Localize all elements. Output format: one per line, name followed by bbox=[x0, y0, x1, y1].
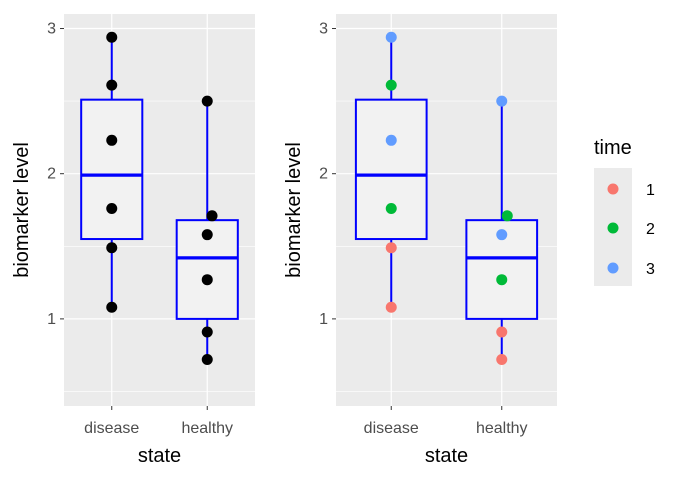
y-tick-label: 2 bbox=[319, 166, 328, 183]
legend-key-2 bbox=[607, 222, 619, 234]
data-point bbox=[201, 274, 213, 286]
boxplot-disease bbox=[80, 37, 144, 308]
data-point bbox=[385, 301, 397, 313]
y-tick-label: 1 bbox=[319, 311, 328, 328]
chart-panel-right: 1 2 3 disease healthy state biomarker level bbox=[283, 14, 557, 467]
data-point bbox=[496, 274, 508, 286]
data-point bbox=[496, 354, 508, 366]
y-tick-label: 3 bbox=[319, 21, 328, 38]
data-point bbox=[106, 203, 118, 215]
x-tick-label: disease bbox=[364, 420, 419, 437]
data-point bbox=[201, 229, 213, 241]
legend-label-1: 1 bbox=[646, 182, 655, 199]
y-axis-title: biomarker level bbox=[11, 142, 33, 278]
data-point bbox=[201, 95, 213, 107]
data-point bbox=[106, 134, 118, 146]
y-tick-label: 2 bbox=[47, 166, 56, 183]
legend-key-1 bbox=[607, 183, 619, 195]
y-tick-label: 1 bbox=[47, 311, 56, 328]
data-point bbox=[385, 203, 397, 215]
box-iqr bbox=[354, 98, 428, 241]
legend-label-3: 3 bbox=[646, 261, 655, 278]
data-point bbox=[496, 95, 508, 107]
y-tick-label: 3 bbox=[47, 21, 56, 38]
x-tick-label: healthy bbox=[181, 420, 233, 437]
data-point bbox=[496, 326, 508, 338]
y-axis-title: biomarker level bbox=[283, 142, 305, 278]
data-point bbox=[106, 79, 118, 91]
data-point bbox=[496, 229, 508, 241]
data-point bbox=[501, 210, 513, 222]
legend-key-3 bbox=[607, 262, 619, 274]
data-point bbox=[385, 79, 397, 91]
data-point bbox=[385, 134, 397, 146]
data-point bbox=[206, 210, 218, 222]
data-point bbox=[201, 354, 213, 366]
legend-label-2: 2 bbox=[646, 221, 655, 238]
data-point bbox=[201, 326, 213, 338]
x-tick-label: disease bbox=[84, 420, 139, 437]
x-axis-title: state bbox=[138, 445, 181, 467]
data-point bbox=[106, 301, 118, 313]
x-tick-label: healthy bbox=[476, 420, 528, 437]
data-point bbox=[106, 242, 118, 254]
box-iqr bbox=[80, 98, 144, 241]
x-axis-title: state bbox=[425, 445, 468, 467]
legend-title: time bbox=[594, 137, 632, 159]
data-point bbox=[385, 31, 397, 43]
data-point bbox=[385, 242, 397, 254]
data-point bbox=[106, 31, 118, 43]
legend: time 1 2 3 bbox=[594, 137, 655, 286]
